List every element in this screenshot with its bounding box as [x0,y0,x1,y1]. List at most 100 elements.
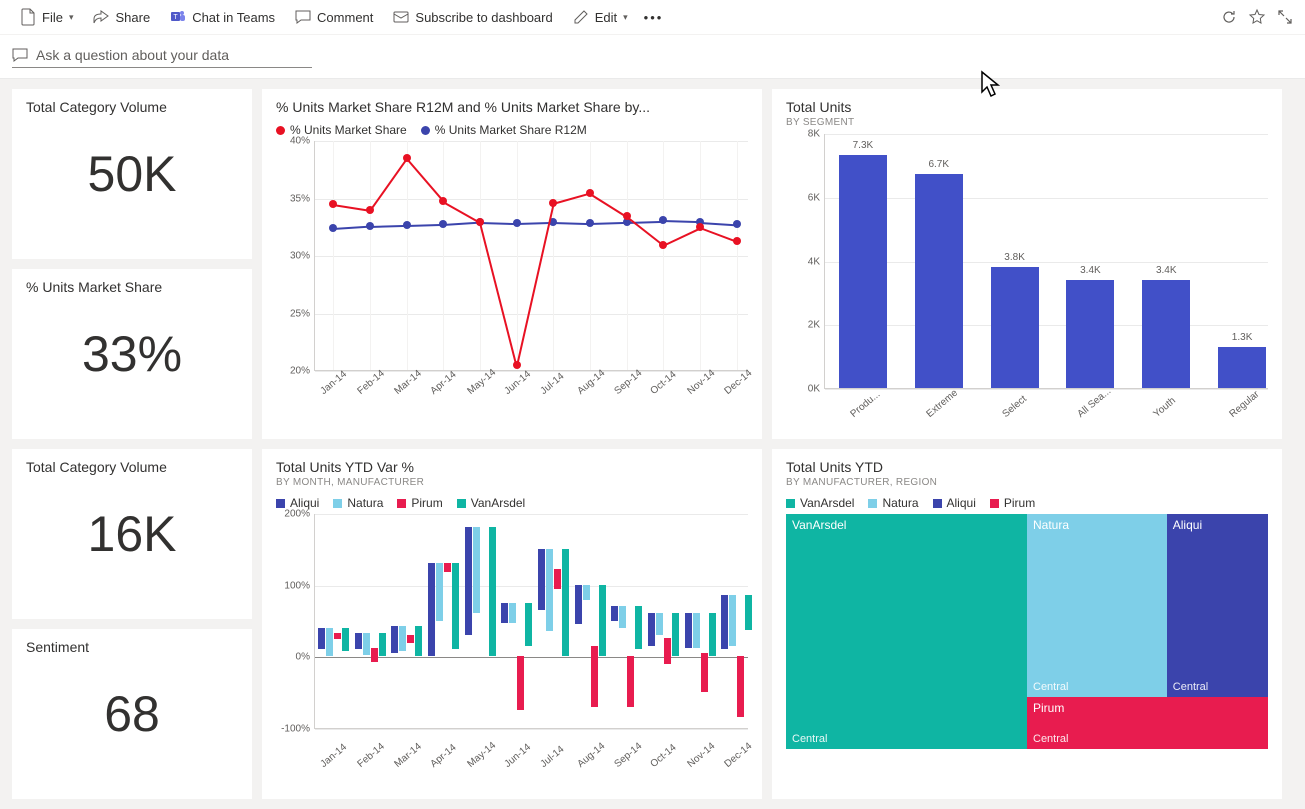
bar[interactable] [489,527,496,656]
bar[interactable] [509,603,516,623]
svg-text:T: T [174,14,179,21]
bar[interactable] [1218,347,1266,388]
toolbar: File ▾ Share T Chat in Teams Comment Sub… [0,0,1305,35]
bar[interactable] [391,626,398,653]
file-label: File [42,10,63,25]
bar[interactable] [355,633,362,649]
teams-icon: T [170,9,186,25]
share-icon [93,9,109,25]
legend-item[interactable]: Pirum [990,496,1035,510]
legend-item[interactable]: Aliqui [933,496,976,510]
bar[interactable] [399,626,406,651]
bar[interactable] [672,613,679,656]
bar[interactable] [575,585,582,624]
bar[interactable] [611,606,618,620]
file-icon [20,9,36,25]
comment-icon [295,9,311,25]
dashboard: Total Category Volume 50K % Units Market… [0,79,1305,809]
bar[interactable] [473,527,480,613]
bar[interactable] [915,174,963,388]
tile-bar-chart[interactable]: Total Units BY SEGMENT 0K2K4K6K8K 7.3K6.… [772,89,1282,439]
tile-sentiment[interactable]: Sentiment 68 [12,629,252,799]
bar[interactable] [648,613,655,645]
edit-menu[interactable]: Edit ▾ [565,5,636,29]
bar[interactable] [721,595,728,649]
bar[interactable] [583,585,590,601]
bar[interactable] [745,595,752,629]
qa-placeholder: Ask a question about your data [36,47,229,63]
bar[interactable] [737,656,744,717]
bar[interactable] [635,606,642,649]
tile-cat-vol-1[interactable]: Total Category Volume 50K [12,89,252,259]
bar[interactable] [599,585,606,657]
bar[interactable] [627,656,634,706]
bar[interactable] [562,549,569,657]
bar[interactable] [371,648,378,662]
legend-item[interactable]: Natura [868,496,918,510]
bar[interactable] [729,595,736,645]
bar[interactable] [517,656,524,710]
bar[interactable] [538,549,545,610]
bar[interactable] [693,613,700,647]
legend-item[interactable]: VanArsdel [786,496,854,510]
fullscreen-icon[interactable] [1277,9,1293,25]
bar[interactable] [415,626,422,656]
legend-item[interactable]: Natura [333,496,383,510]
treemap-cell[interactable]: AliquiCentral [1167,514,1268,697]
bar[interactable] [546,549,553,631]
tile-market-share[interactable]: % Units Market Share 33% [12,269,252,439]
legend: AliquiNaturaPirumVanArsdel [276,496,748,510]
bar[interactable] [407,635,414,644]
bar[interactable] [709,613,716,656]
bar[interactable] [501,603,508,623]
refresh-icon[interactable] [1221,9,1237,25]
legend-item[interactable]: VanArsdel [457,496,525,510]
bar[interactable] [664,638,671,663]
favorite-icon[interactable] [1249,9,1265,25]
bar[interactable] [444,563,451,572]
tile-cat-vol-2[interactable]: Total Category Volume 16K [12,449,252,619]
bar[interactable] [326,628,333,657]
legend-item[interactable]: Pirum [397,496,442,510]
treemap-plot: VanArsdelCentralNaturaCentralAliquiCentr… [786,514,1268,749]
bar[interactable] [465,527,472,635]
tile-title: Total Units YTD [786,459,1268,475]
treemap-cell[interactable]: PirumCentral [1027,697,1268,749]
bar[interactable] [1142,280,1190,388]
bar[interactable] [656,613,663,635]
teams-button[interactable]: T Chat in Teams [162,5,283,29]
treemap-cell[interactable]: NaturaCentral [1027,514,1167,697]
tile-clustered-chart[interactable]: Total Units YTD Var % BY MONTH, MANUFACT… [262,449,762,799]
bar[interactable] [591,646,598,707]
tile-title: Total Category Volume [26,99,238,115]
tile-title: Total Units [786,99,1268,115]
bar[interactable] [619,606,626,628]
bar[interactable] [436,563,443,620]
file-menu[interactable]: File ▾ [12,5,81,29]
subscribe-button[interactable]: Subscribe to dashboard [385,5,560,29]
comment-button[interactable]: Comment [287,5,381,29]
qa-input[interactable]: Ask a question about your data [12,45,312,68]
bar[interactable] [379,633,386,656]
bar[interactable] [318,628,325,650]
bar[interactable] [525,603,532,646]
legend-item[interactable]: % Units Market Share R12M [421,123,587,137]
bar[interactable] [428,563,435,656]
bar[interactable] [839,155,887,388]
bar[interactable] [452,563,459,649]
tile-treemap[interactable]: Total Units YTD BY MANUFACTURER, REGION … [772,449,1282,799]
bar[interactable] [342,628,349,651]
more-menu[interactable]: ••• [640,10,668,25]
treemap-cell[interactable]: VanArsdelCentral [786,514,1027,749]
tile-line-chart[interactable]: % Units Market Share R12M and % Units Ma… [262,89,762,439]
bar[interactable] [701,653,708,692]
bar[interactable] [334,633,341,639]
tile-title: % Units Market Share R12M and % Units Ma… [276,99,748,115]
bar[interactable] [1066,280,1114,388]
bar[interactable] [991,267,1039,388]
bar[interactable] [554,569,561,589]
tile-subtitle: BY MONTH, MANUFACTURER [276,477,748,488]
bar[interactable] [685,613,692,647]
share-button[interactable]: Share [85,5,158,29]
bar[interactable] [363,633,370,655]
